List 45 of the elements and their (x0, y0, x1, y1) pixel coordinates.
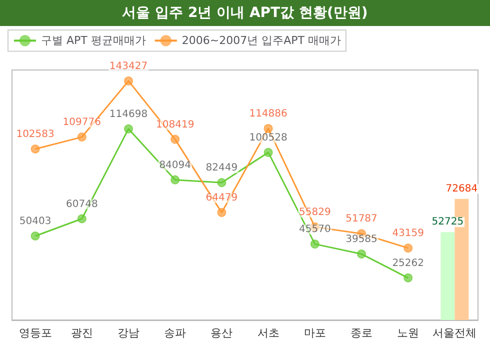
x-tick-label: 송파 (164, 328, 186, 340)
data-label: 114886 (249, 108, 288, 120)
data-label: 114698 (109, 108, 148, 120)
data-label: 50403 (19, 216, 52, 227)
data-label: 25262 (392, 258, 424, 269)
x-tick-label: 영등포 (18, 328, 52, 340)
point (404, 244, 413, 253)
data-label: 43159 (392, 228, 424, 240)
data-label: 64479 (206, 192, 238, 204)
point (264, 124, 273, 134)
point (30, 231, 40, 240)
data-label: 39585 (346, 234, 378, 246)
data-label: 51787 (346, 214, 378, 225)
point (77, 214, 86, 224)
data-label: 102583 (16, 129, 54, 140)
point (77, 132, 86, 142)
x-tick-label: 용산 (210, 328, 233, 340)
point (404, 273, 413, 282)
x-tick-label: 서초 (257, 328, 280, 340)
x-tick-label: 노원 (397, 328, 420, 340)
x-tick-label: 강남 (118, 328, 140, 340)
point (310, 240, 320, 249)
legend-label: 구별 APT 평균매매가 (41, 34, 146, 48)
point (217, 178, 226, 188)
point (170, 134, 180, 144)
point (124, 124, 133, 134)
data-label: 109776 (62, 117, 101, 128)
data-label: 72684 (446, 183, 478, 194)
point (170, 175, 180, 184)
chart-title: 서울 입주 2년 이내 APT값 현황(만원) (0, 0, 490, 26)
x-tick-label: 종로 (350, 328, 372, 340)
x-tick-label: 광진 (70, 328, 93, 340)
point (124, 76, 133, 86)
point (217, 208, 226, 218)
point (264, 148, 273, 157)
data-label: 82449 (206, 162, 238, 174)
x-tick-label: 서울전체 (432, 328, 477, 340)
data-label: 52725 (432, 216, 464, 228)
data-label: 143427 (109, 60, 148, 72)
point (357, 250, 366, 259)
x-tick-label: 마포 (304, 328, 326, 340)
point (30, 144, 40, 154)
data-label: 108419 (156, 119, 194, 130)
legend-label: 2006~2007년 입주APT 매매가 (182, 34, 341, 48)
data-label: 55829 (298, 206, 331, 218)
